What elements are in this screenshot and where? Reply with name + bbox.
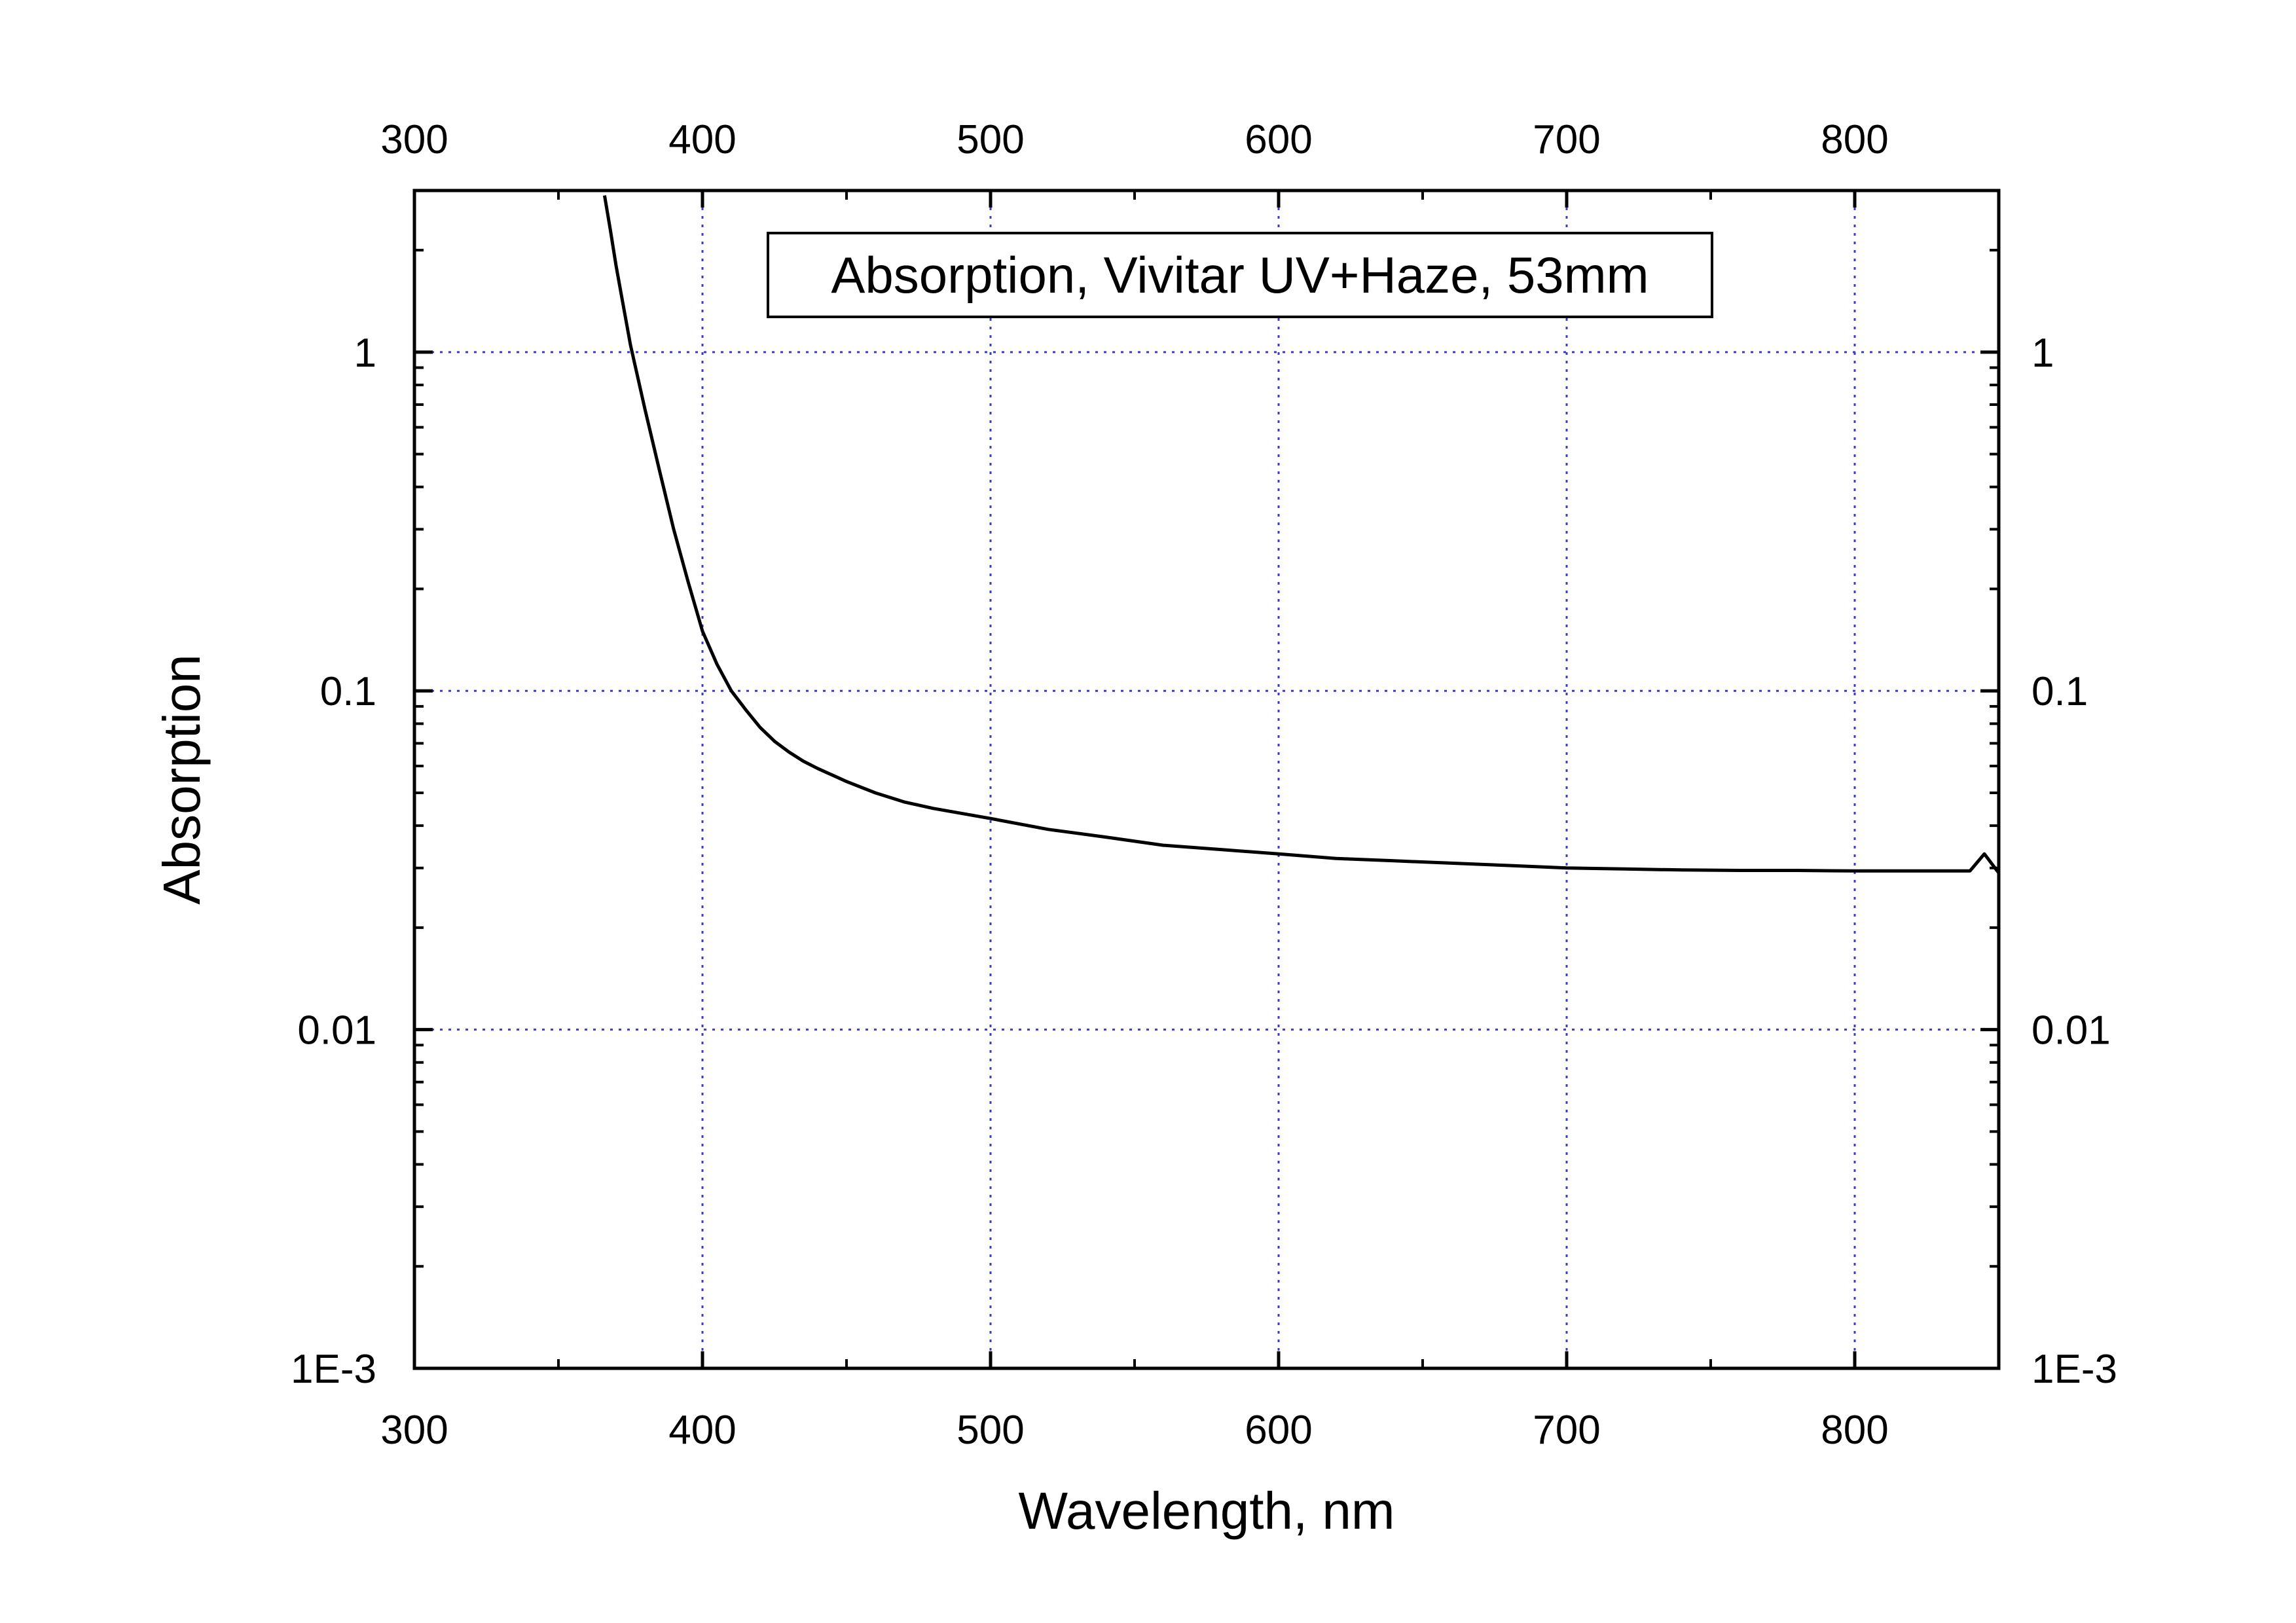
- y-tick-label: 0.01: [297, 1008, 376, 1053]
- x-top-tick-label: 600: [1245, 117, 1312, 162]
- x-tick-label: 400: [668, 1408, 736, 1453]
- x-tick-label: 500: [957, 1408, 1024, 1453]
- y-tick-label: 1: [354, 331, 376, 376]
- x-top-tick-label: 500: [957, 117, 1024, 162]
- grid-lines: [414, 191, 1999, 1368]
- y-right-tick-label: 0.01: [2032, 1008, 2111, 1053]
- y-right-tick-label: 1E-3: [2032, 1347, 2117, 1392]
- y-right-tick-label: 1: [2032, 331, 2054, 376]
- tick-labels: 300 300 400 400 500 500 600 600 700 700 800 800 1E-3…: [291, 117, 2117, 1453]
- x-top-tick-label: 800: [1821, 117, 1888, 162]
- x-top-tick-label: 400: [668, 117, 736, 162]
- legend-text: Absorption, Vivitar UV+Haze, 53mm: [831, 246, 1649, 304]
- x-axis-title: Wavelength, nm: [1018, 1482, 1394, 1540]
- series-line: [602, 195, 2000, 874]
- x-tick-label: 800: [1821, 1408, 1888, 1453]
- x-tick-label: 600: [1245, 1408, 1312, 1453]
- y-tick-label: 1E-3: [291, 1347, 376, 1392]
- y-axis-title: Absorption: [153, 654, 211, 904]
- legend-box: Absorption, Vivitar UV+Haze, 53mm: [767, 232, 1713, 318]
- x-tick-label: 700: [1533, 1408, 1600, 1453]
- y-tick-label: 0.1: [320, 669, 376, 714]
- x-top-tick-label: 300: [380, 117, 448, 162]
- x-tick-label: 300: [380, 1408, 448, 1453]
- x-top-tick-label: 700: [1533, 117, 1600, 162]
- y-right-tick-label: 0.1: [2032, 669, 2088, 714]
- plot-frame: [412, 189, 2001, 1370]
